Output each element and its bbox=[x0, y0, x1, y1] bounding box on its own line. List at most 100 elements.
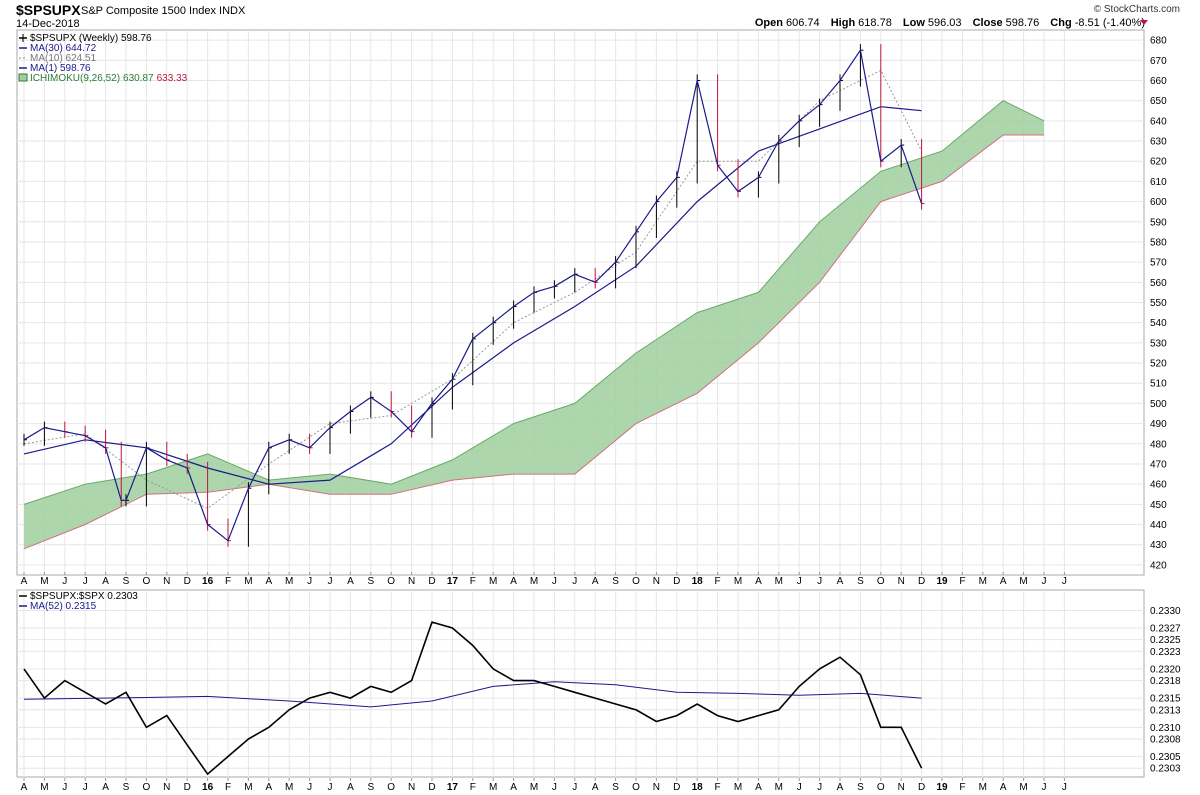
x-tick-label: F bbox=[470, 782, 476, 793]
x-tick-label: 16 bbox=[202, 782, 214, 793]
y-tick-label: 580 bbox=[1150, 237, 1167, 248]
x-tick-label: A bbox=[755, 576, 762, 587]
x-tick-label: A bbox=[21, 782, 28, 793]
x-tick-label: N bbox=[898, 576, 905, 587]
ratio-plot bbox=[23, 621, 923, 776]
chart-date: 14-Dec-2018 bbox=[16, 18, 80, 30]
x-tick-label: J bbox=[552, 782, 557, 793]
x-tick-label: J bbox=[328, 782, 333, 793]
x-tick-label: J bbox=[572, 576, 577, 587]
x-tick-label: J bbox=[83, 782, 88, 793]
x-tick-label: O bbox=[632, 576, 640, 587]
x-tick-label: M bbox=[979, 782, 987, 793]
x-tick-label: F bbox=[225, 782, 231, 793]
y-tick-label: 430 bbox=[1150, 540, 1167, 551]
legend-ratio: $SPSUPX:$SPX 0.2303 bbox=[30, 591, 138, 602]
x-tick-label: A bbox=[592, 576, 599, 587]
x-tick-label: M bbox=[979, 576, 987, 587]
x-tick-label: 18 bbox=[692, 576, 704, 587]
price-ma1-line bbox=[23, 48, 923, 542]
x-axis-ratio: A M J J A S O N D 16 F M A M J J A S O N D 17 F M A M J J A S O N D 18 F M A… bbox=[21, 778, 1067, 793]
x-tick-label: A bbox=[755, 782, 762, 793]
x-tick-label: O bbox=[143, 576, 151, 587]
x-tick-label: J bbox=[62, 782, 67, 793]
x-tick-label: O bbox=[143, 782, 151, 793]
watermark: © StockCharts.com bbox=[1094, 4, 1180, 15]
x-tick-label: A bbox=[837, 782, 844, 793]
x-tick-label: F bbox=[959, 782, 965, 793]
x-tick-label: J bbox=[83, 576, 88, 587]
x-tick-label: J bbox=[572, 782, 577, 793]
x-tick-label: J bbox=[797, 782, 802, 793]
x-tick-label: F bbox=[959, 576, 965, 587]
y-tick-label: 0.2318 bbox=[1150, 676, 1181, 687]
y-tick-label: 590 bbox=[1150, 217, 1167, 228]
y-tick-label: 0.2330 bbox=[1150, 606, 1181, 617]
y-tick-label: 0.2313 bbox=[1150, 705, 1181, 716]
x-tick-label: D bbox=[673, 576, 680, 587]
x-tick-label: O bbox=[877, 576, 885, 587]
x-tick-label: A bbox=[347, 576, 354, 587]
x-tick-label: 17 bbox=[447, 576, 459, 587]
x-tick-label: M bbox=[734, 576, 742, 587]
y-tick-label: 630 bbox=[1150, 137, 1167, 148]
x-tick-label: 18 bbox=[692, 782, 704, 793]
x-tick-label: M bbox=[1019, 782, 1027, 793]
x-tick-label: A bbox=[837, 576, 844, 587]
x-tick-label: M bbox=[244, 576, 252, 587]
x-tick-label: J bbox=[62, 576, 67, 587]
x-tick-label: S bbox=[857, 576, 864, 587]
y-tick-label: 620 bbox=[1150, 157, 1167, 168]
x-tick-label: F bbox=[715, 576, 721, 587]
ohlc-readout: Open 606.74 High 618.78 Low 596.03 Close 598… bbox=[755, 17, 1145, 29]
ratio-panel bbox=[16, 589, 1145, 778]
x-tick-label: S bbox=[367, 576, 374, 587]
x-tick-label: S bbox=[857, 782, 864, 793]
legend-price: $SPSUPX (Weekly) 598.76 bbox=[30, 33, 152, 44]
x-tick-label: J bbox=[1042, 782, 1047, 793]
y-tick-label: 500 bbox=[1150, 399, 1167, 410]
x-tick-label: A bbox=[592, 782, 599, 793]
x-tick-label: O bbox=[632, 782, 640, 793]
y-tick-label: 680 bbox=[1150, 36, 1167, 47]
chart-name: S&P Composite 1500 Index INDX bbox=[81, 5, 246, 17]
y-tick-label: 0.2308 bbox=[1150, 735, 1181, 746]
legend-ichimoku: ICHIMOKU(9,26,52) 630.87 633.33 bbox=[30, 73, 188, 84]
x-tick-label: A bbox=[102, 782, 109, 793]
x-tick-label: 19 bbox=[936, 576, 948, 587]
ratio-grid bbox=[17, 590, 1144, 777]
y-tick-label: 0.2310 bbox=[1150, 723, 1181, 734]
x-tick-label: 19 bbox=[936, 782, 948, 793]
y-tick-label: 520 bbox=[1150, 359, 1167, 370]
x-tick-label: D bbox=[184, 782, 191, 793]
x-tick-label: D bbox=[184, 576, 191, 587]
x-tick-label: O bbox=[387, 782, 395, 793]
ratio-ma52-line bbox=[23, 681, 922, 708]
down-arrow-icon bbox=[1140, 20, 1148, 25]
y-tick-label: 0.2315 bbox=[1150, 694, 1181, 705]
x-tick-label: A bbox=[265, 782, 272, 793]
y-tick-label: 510 bbox=[1150, 379, 1167, 390]
x-tick-label: N bbox=[653, 576, 660, 587]
x-tick-label: D bbox=[918, 782, 925, 793]
y-tick-label: 530 bbox=[1150, 338, 1167, 349]
x-tick-label: M bbox=[530, 576, 538, 587]
y-tick-label: 0.2323 bbox=[1150, 647, 1181, 658]
x-tick-label: F bbox=[715, 782, 721, 793]
y-tick-label: 550 bbox=[1150, 298, 1167, 309]
y-tick-label: 450 bbox=[1150, 500, 1167, 511]
x-tick-label: M bbox=[489, 782, 497, 793]
x-tick-label: J bbox=[307, 576, 312, 587]
x-tick-label: J bbox=[307, 782, 312, 793]
x-tick-label: N bbox=[163, 782, 170, 793]
y-tick-label: 0.2320 bbox=[1150, 664, 1181, 675]
x-tick-label: J bbox=[1062, 782, 1067, 793]
y-tick-label: 440 bbox=[1150, 520, 1167, 531]
x-tick-label: M bbox=[775, 576, 783, 587]
x-tick-label: J bbox=[552, 576, 557, 587]
x-tick-label: N bbox=[898, 782, 905, 793]
ratio-legend: $SPSUPX:$SPX 0.2303 MA(52) 0.2315 bbox=[19, 591, 138, 612]
main-plot bbox=[23, 44, 1045, 550]
x-tick-label: S bbox=[612, 782, 619, 793]
